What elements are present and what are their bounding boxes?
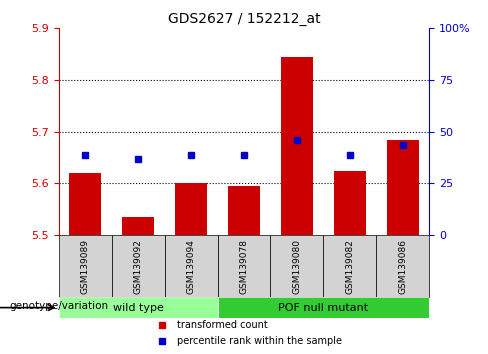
Text: GSM139086: GSM139086 bbox=[398, 239, 407, 294]
Text: GSM139082: GSM139082 bbox=[346, 239, 354, 294]
FancyBboxPatch shape bbox=[112, 235, 164, 297]
Bar bbox=[334, 171, 366, 235]
FancyBboxPatch shape bbox=[59, 297, 218, 318]
Bar bbox=[122, 217, 154, 235]
Text: percentile rank within the sample: percentile rank within the sample bbox=[177, 336, 342, 346]
FancyBboxPatch shape bbox=[164, 235, 218, 297]
Text: transformed count: transformed count bbox=[177, 320, 268, 330]
Text: genotype/variation: genotype/variation bbox=[10, 301, 109, 311]
Title: GDS2627 / 152212_at: GDS2627 / 152212_at bbox=[168, 12, 320, 26]
FancyBboxPatch shape bbox=[324, 235, 376, 297]
Text: GSM139092: GSM139092 bbox=[134, 239, 142, 294]
Text: wild type: wild type bbox=[113, 303, 163, 313]
Bar bbox=[175, 183, 207, 235]
Bar bbox=[228, 186, 260, 235]
Text: POF null mutant: POF null mutant bbox=[279, 303, 368, 313]
FancyBboxPatch shape bbox=[376, 235, 429, 297]
Text: GSM139089: GSM139089 bbox=[81, 239, 90, 294]
Bar bbox=[69, 173, 101, 235]
Bar bbox=[281, 57, 313, 235]
Bar bbox=[387, 139, 419, 235]
FancyBboxPatch shape bbox=[270, 235, 324, 297]
FancyBboxPatch shape bbox=[218, 297, 429, 318]
Text: GSM139094: GSM139094 bbox=[186, 239, 196, 294]
Text: GSM139078: GSM139078 bbox=[240, 239, 248, 294]
FancyBboxPatch shape bbox=[218, 235, 270, 297]
Text: GSM139080: GSM139080 bbox=[292, 239, 302, 294]
FancyBboxPatch shape bbox=[59, 235, 112, 297]
